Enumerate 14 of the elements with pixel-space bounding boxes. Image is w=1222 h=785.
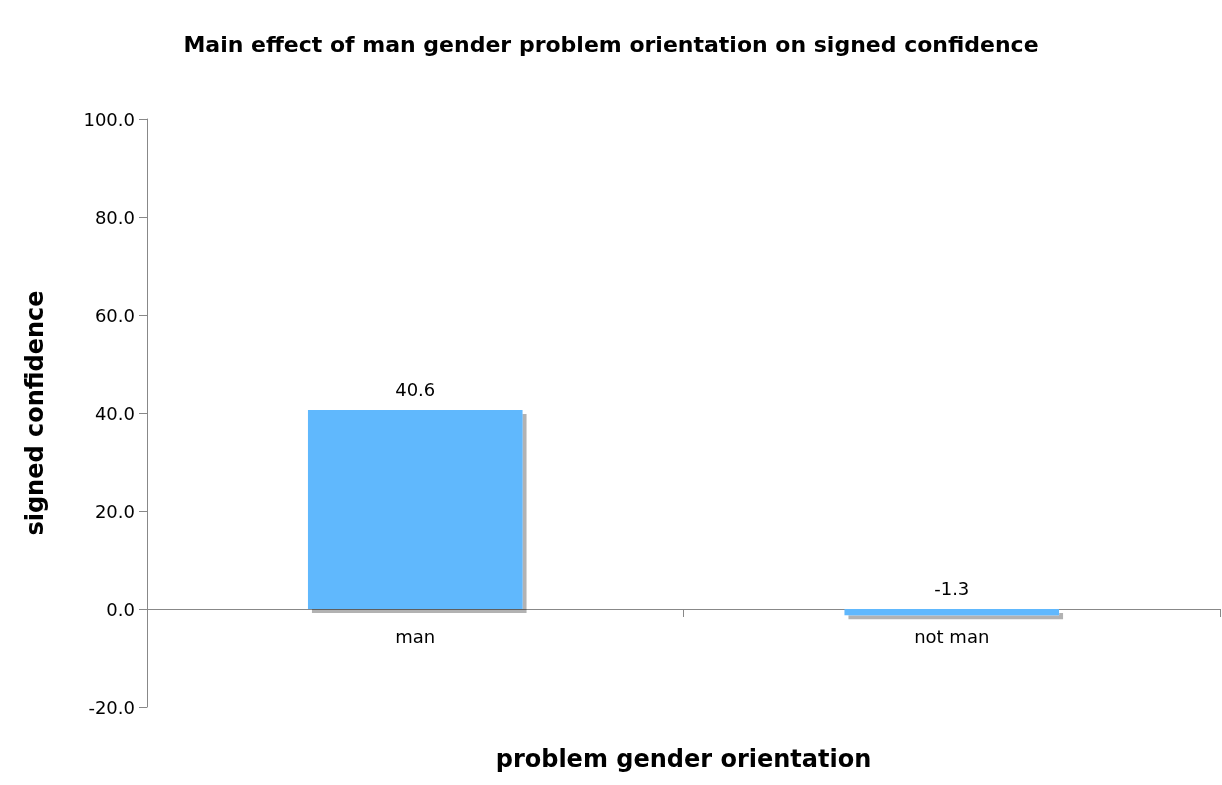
y-axis-title: signed confidence (21, 290, 49, 536)
x-tick-label: not man (914, 625, 990, 647)
y-tick-label: 60.0 (94, 304, 135, 326)
y-tick-label: 100.0 (83, 108, 135, 130)
y-tick-label: 40.0 (94, 402, 135, 424)
y-tick-label: 20.0 (94, 500, 135, 522)
y-tick-label: -20.0 (88, 696, 135, 718)
x-tick-label: man (395, 625, 436, 647)
x-axis-title: problem gender orientation (495, 745, 872, 773)
y-tick-label: 0.0 (106, 598, 135, 620)
data-label: 40.6 (395, 378, 436, 400)
y-tick-label: 80.0 (94, 206, 135, 228)
chart-title: Main effect of man gender problem orientation on signed confidence (183, 31, 1039, 57)
data-label: -1.3 (934, 577, 970, 599)
